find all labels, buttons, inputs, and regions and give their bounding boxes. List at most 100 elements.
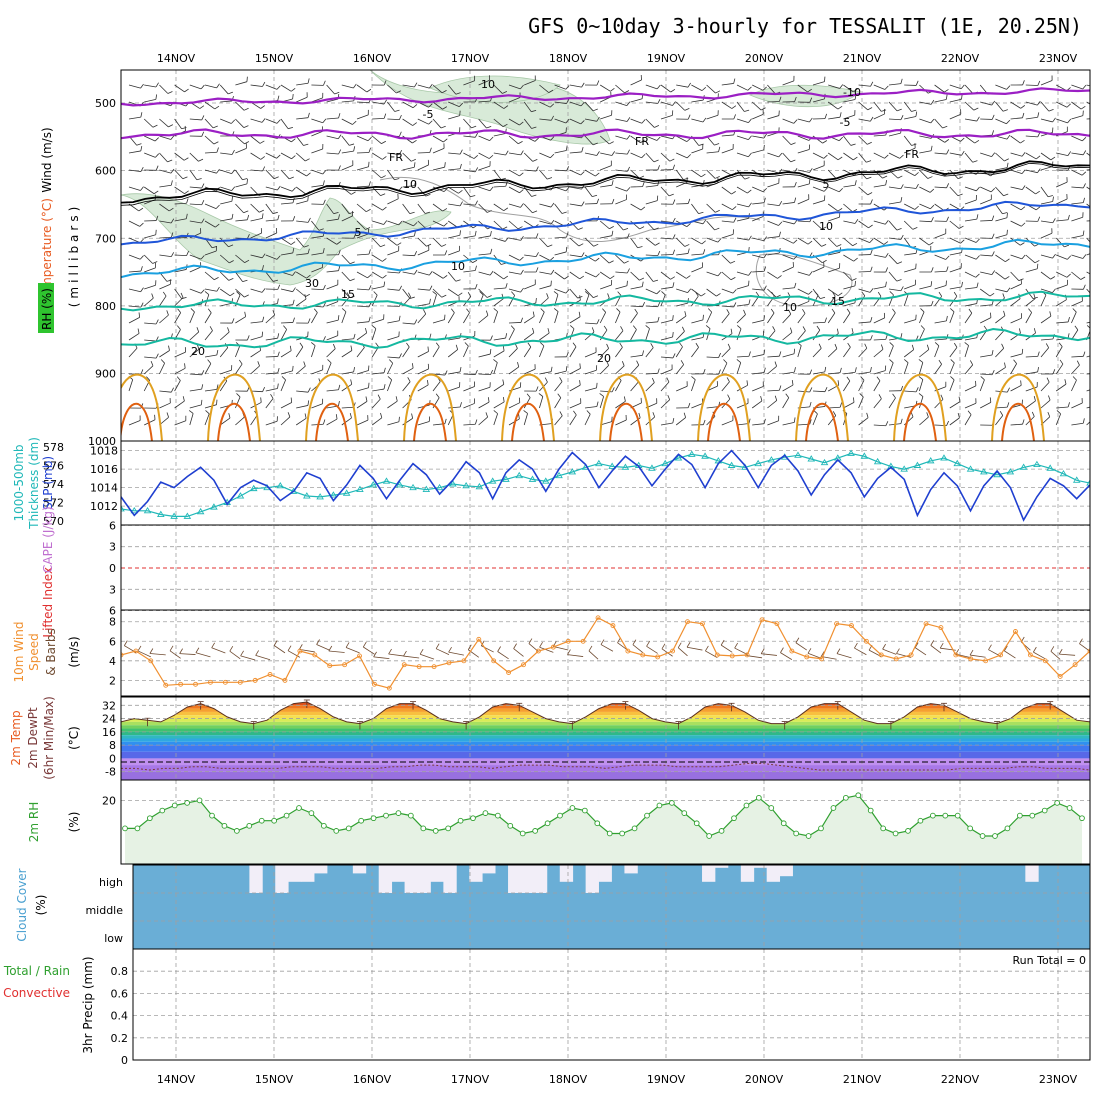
wind-barb-flag (473, 154, 479, 159)
wind-barb-flag (292, 93, 294, 100)
wind-barb-flag (670, 88, 676, 93)
wind-unit: (m/s) (67, 636, 81, 667)
wind-barb (676, 253, 689, 256)
wind-barb (782, 220, 795, 225)
wind-barb (128, 270, 141, 273)
wind-barb-flag (409, 211, 415, 215)
wind-barb-flag (838, 136, 844, 141)
wind-barb-flag (640, 139, 645, 144)
wind-barb-flag (394, 178, 400, 181)
wind-barb-flag (715, 209, 720, 213)
wind-barb-flag (900, 385, 904, 391)
wind-barb (691, 403, 703, 409)
wind-barb (1056, 254, 1068, 260)
wind-barb (508, 348, 518, 358)
warm-contour (121, 373, 163, 441)
wind-barb-flag (778, 351, 782, 357)
wind-barb (691, 295, 699, 307)
wind-barb (1040, 201, 1053, 205)
wind-barb-flag (885, 281, 887, 287)
wind-barb-flag (292, 247, 295, 254)
wind-barb-flag (272, 279, 279, 282)
wind-speed-point (506, 670, 512, 675)
wind-barb (250, 321, 263, 324)
wind-barb-flag (1019, 242, 1025, 246)
wind-barb-flag (1072, 308, 1077, 313)
wind-barb-flag (414, 250, 418, 256)
wind10m-barb (795, 642, 807, 651)
wind-barb-flag (790, 142, 796, 146)
wind-barb (1086, 186, 1090, 190)
rh-point (470, 815, 476, 822)
wind-barb (326, 335, 338, 341)
wind-barb (402, 288, 411, 299)
wind-barb-flag (1004, 362, 1006, 368)
wind-barb-flag (318, 228, 324, 231)
wind-barb (296, 220, 309, 223)
temperature-band (121, 731, 1090, 736)
wind-barb-flag (1037, 100, 1041, 106)
cloud-gap (702, 865, 716, 882)
wind10m-barb-flag (896, 648, 900, 654)
wind-barb (752, 186, 764, 193)
wind-barb (1040, 338, 1053, 341)
wind-barb (980, 317, 992, 324)
wind-barb (964, 287, 977, 290)
wind-barb (630, 271, 640, 281)
wind-barb-flag (413, 162, 416, 168)
wind10m-barb-flag (1058, 648, 1063, 655)
wind-barb-flag (290, 87, 296, 92)
wind-barb-flag (763, 253, 768, 259)
wind-barb-flag (474, 265, 477, 271)
wind-barb-flag (808, 178, 811, 184)
wind-barb-flag (311, 342, 316, 346)
wind-barb (356, 203, 367, 212)
wind-barb-flag (167, 91, 173, 94)
contour-label: FR (635, 135, 649, 148)
wind-barb-flag (381, 140, 386, 145)
wind10m-barb-flag (854, 642, 858, 649)
wind-barb (873, 317, 885, 324)
precip-panel: 00.20.40.60.8 Run Total = 0 Total / Rain… (3, 948, 1091, 1067)
wind-barb (569, 328, 575, 341)
wind-barb-flag (534, 137, 539, 142)
wind-barb-flag (944, 139, 950, 143)
wind-barb (463, 169, 476, 173)
wind-barb (356, 233, 369, 239)
wind-barb-flag (609, 141, 614, 145)
wind-barb-flag (236, 291, 241, 296)
wind-barb (523, 397, 531, 409)
cloud-gap (766, 865, 781, 882)
wind-barb-flag (520, 84, 524, 90)
wind-barb-flag (272, 211, 278, 215)
wind-barb-flag (140, 186, 144, 191)
wind-barb (280, 416, 291, 426)
wind-barb-flag (209, 326, 213, 331)
wind-barb (752, 423, 765, 426)
wind-barb-flag (262, 386, 266, 392)
wind-barb-flag (451, 308, 455, 313)
wind-barb-flag (1094, 245, 1099, 247)
wind-barb (326, 152, 339, 155)
wind-barb (448, 337, 461, 341)
thickness-point (488, 477, 497, 484)
wind-barb-flag (727, 343, 731, 349)
wind-barb-flag (535, 252, 539, 257)
wind-barb-flag (930, 118, 935, 124)
wind-speed-point (729, 653, 735, 659)
wind-barb (508, 322, 522, 324)
wind-barb (858, 288, 871, 293)
wind-barb-flag (561, 211, 567, 214)
rh-point (917, 817, 924, 824)
wind-barb-flag (307, 248, 310, 254)
wind-barb (980, 373, 993, 376)
wind-barb (569, 84, 582, 88)
wind-barb (599, 348, 609, 358)
thickness-point (595, 459, 603, 467)
wind-barb-flag (831, 308, 836, 314)
wind-barb (219, 417, 231, 426)
wind-barb (219, 347, 229, 358)
wind-barb (782, 371, 795, 375)
thickness-point (276, 481, 285, 489)
